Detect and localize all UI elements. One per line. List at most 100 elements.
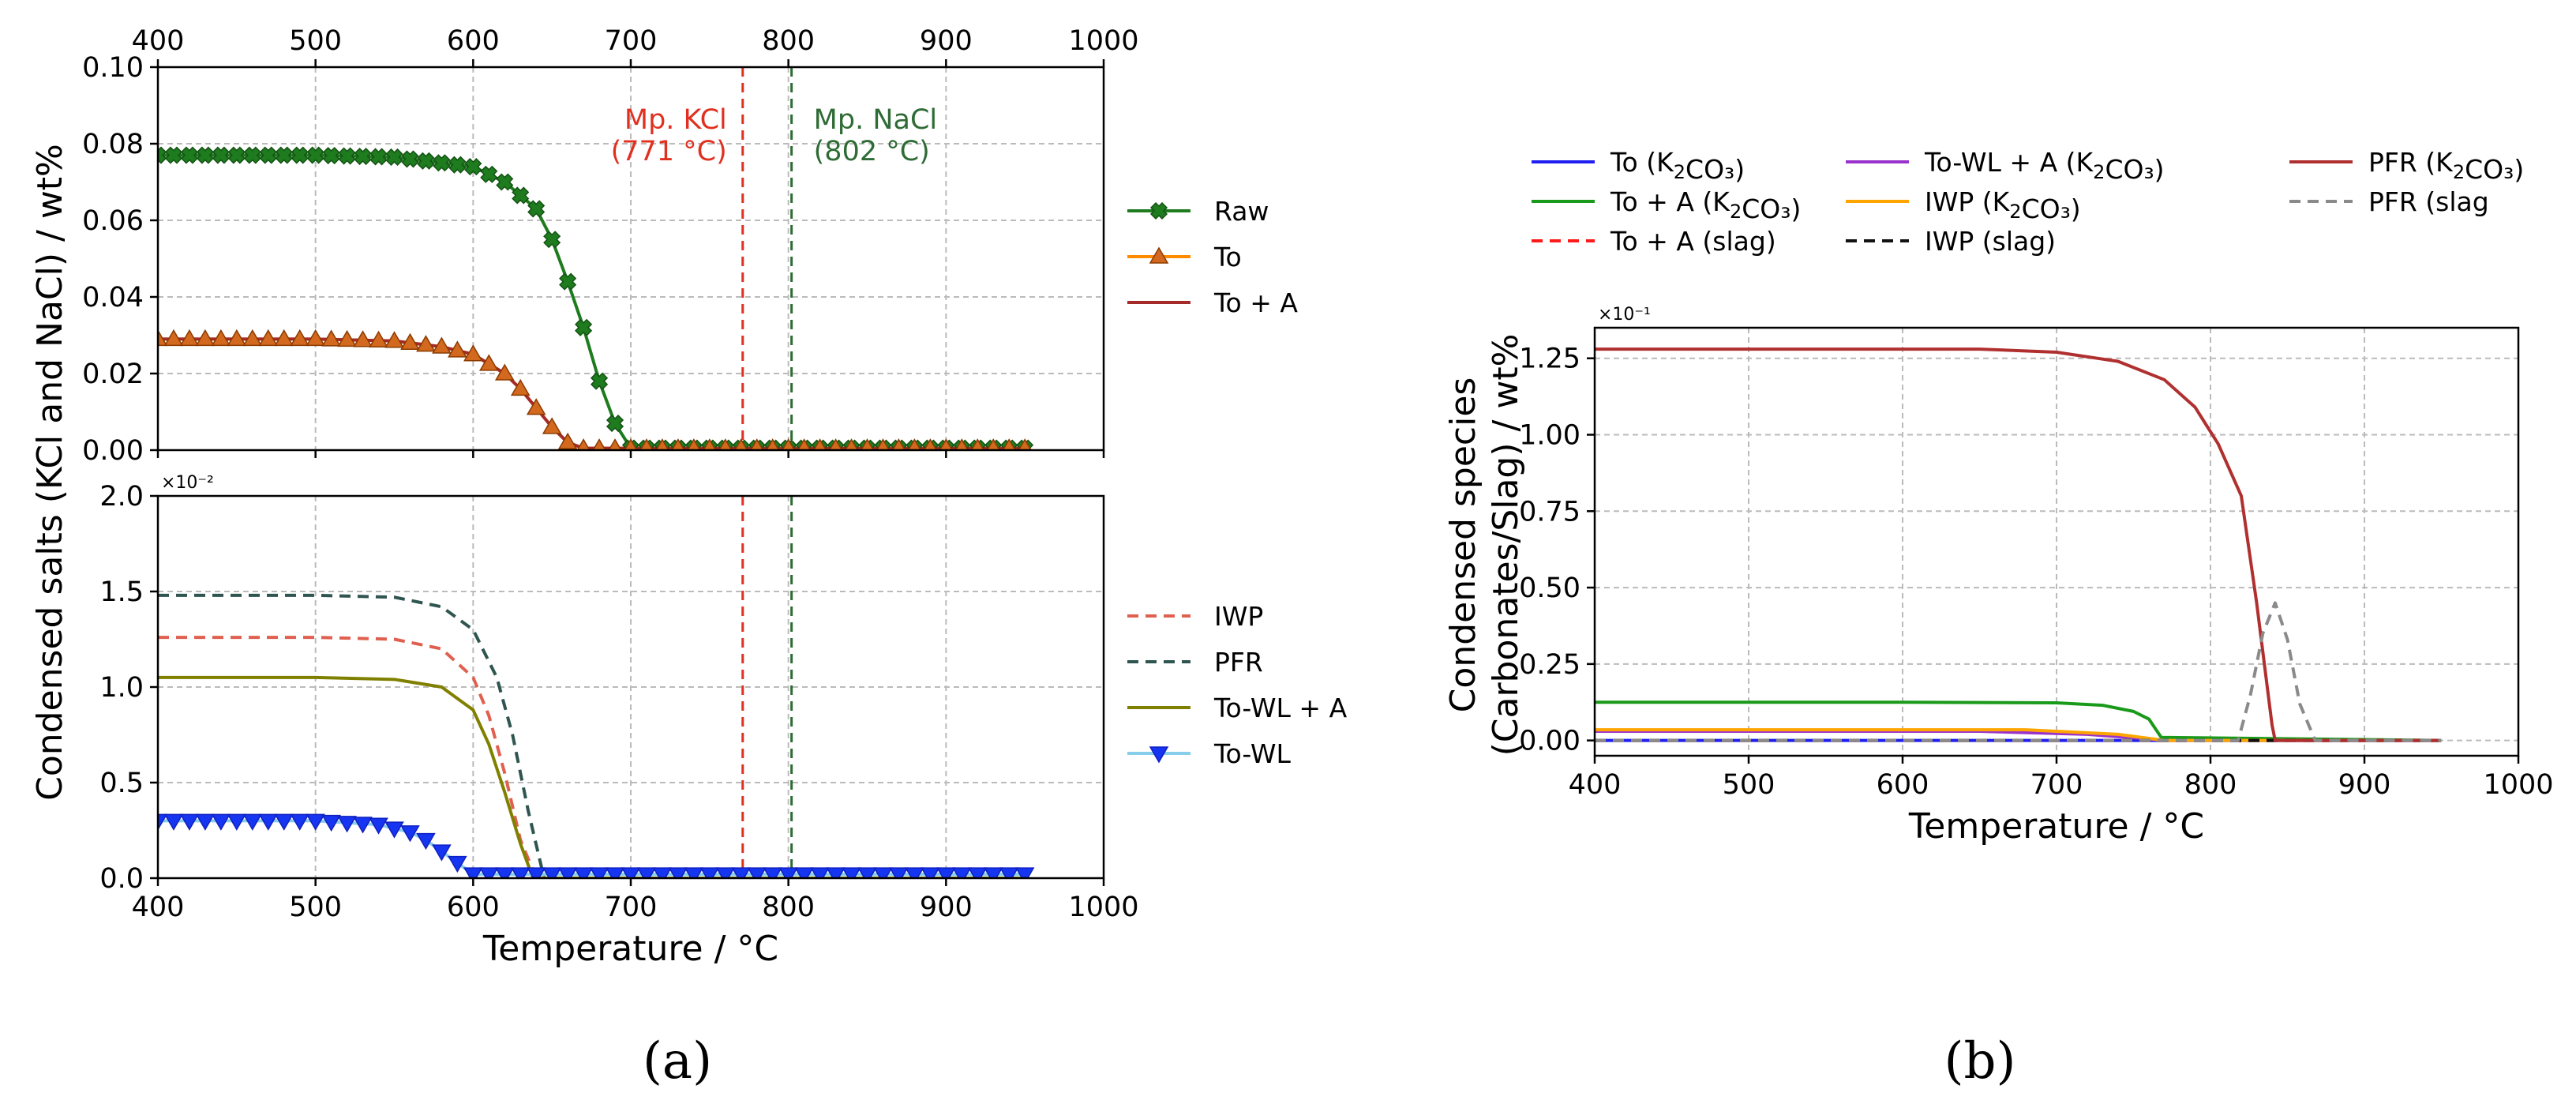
legend-a-top: Raw To To + A [1127,196,1298,318]
marker-x [448,156,467,174]
series-line-to-a-k-co- [1595,700,2442,742]
marker-triangle-up [812,438,827,450]
marker-triangle-up [463,344,483,362]
x-axis-label: Temperature / °C [1908,806,2204,847]
marker-triangle-up [954,438,969,450]
axes-frame [1593,326,2520,757]
marker-triangle-down [258,813,279,831]
marker-triangle-up [891,438,906,450]
marker-triangle-down [448,855,467,873]
marker-triangle-down [1149,746,1169,764]
marker-triangle-up [526,398,546,415]
marker-triangle-up [766,438,780,450]
legend-label: PFR (K2CO₃) [2368,147,2524,185]
reference-sublabel: (802 °C) [814,136,930,167]
y-tick-label: 1.0 [99,672,144,704]
marker-x [354,147,372,166]
x-tick-label: 400 [132,892,185,923]
legend-label: Raw [1214,196,1269,227]
marker-triangle-down [274,813,294,831]
series-line-pfr-k-co- [1595,347,2442,742]
y-tick-label: 2.0 [99,481,144,513]
marker-x [164,146,183,164]
marker-x [401,150,419,168]
marker-triangle-down [211,813,231,831]
series-line-iwp [158,636,1026,878]
marker-triangle-down [510,867,531,878]
marker-x [291,146,309,164]
marker-triangle-down [158,813,168,831]
marker-x [243,146,261,164]
marker-triangle-up [510,378,531,396]
marker-x [417,152,435,170]
marker-x [1149,201,1168,220]
legend-label: To (K2CO₃) [1610,147,1745,185]
marker-triangle-up [258,329,279,347]
y-axis-label-line1: Condensed species [1443,377,1483,713]
marker-triangle-down [573,867,594,878]
marker-triangle-up [939,438,953,450]
marker-triangle-up [592,438,606,450]
marker-triangle-up [478,354,499,371]
marker-triangle-down [857,867,877,878]
marker-triangle-up [400,332,420,350]
x-tick-label: 700 [605,892,658,923]
marker-triangle-up [703,438,717,450]
marker-triangle-up [907,438,922,450]
top-x-tick-label: 1000 [1068,25,1138,57]
marker-triangle-down [163,813,184,831]
marker-triangle-down [242,813,263,831]
marker-triangle-down [873,867,893,878]
top-x-tick-label: 600 [447,25,500,57]
series-markers [158,813,1035,878]
x-tick-label: 600 [1877,769,1929,801]
x-tick-label: 800 [2184,769,2237,801]
marker-x [306,146,324,164]
reference-sublabel: (771 °C) [611,136,727,167]
marker-triangle-up [195,329,216,347]
marker-triangle-up [639,438,654,450]
marker-x [543,231,561,249]
marker-x [338,147,356,165]
marker-x [575,318,593,336]
top-x-tick-label: 400 [132,25,185,57]
marker-triangle-up [1149,246,1169,264]
legend-label: IWP (K2CO₃) [1925,186,2081,224]
y-tick-label: 0.00 [82,435,144,467]
marker-triangle-down [290,813,310,831]
marker-triangle-down [967,867,988,878]
legend-label: To + A (slag) [1610,226,1776,257]
marker-triangle-up [211,329,231,347]
marker-triangle-up [718,438,733,450]
x-tick-label: 1000 [1068,892,1138,923]
marker-triangle-up [542,417,562,434]
x-tick-label: 600 [447,892,500,923]
top-x-tick-label: 700 [605,25,658,57]
marker-x [385,148,403,167]
marker-triangle-up [274,329,294,347]
panel-label-b: (b) [1944,1032,2016,1091]
panel-label-a: (a) [643,1032,712,1091]
marker-x [322,146,340,165]
axes-frame [156,494,1105,880]
marker-x [369,148,388,166]
marker-x [227,146,246,164]
marker-triangle-up [576,438,591,450]
marker-triangle-up [624,438,638,450]
marker-x [212,146,230,164]
marker-triangle-down [889,867,909,878]
marker-triangle-down [921,867,940,878]
y-tick-label: 0.25 [1519,649,1580,681]
marker-triangle-down [369,817,388,835]
y-tick-label: 0.10 [82,52,144,84]
x-tick-label: 400 [1569,769,1622,801]
marker-x [512,186,530,205]
marker-triangle-up [557,432,578,450]
marker-triangle-up [1002,438,1016,450]
marker-triangle-up [337,329,357,347]
marker-triangle-down [321,814,341,832]
x-tick-label: 900 [920,892,973,923]
panel-a-bottom: 400 500 600 700 800 900 1000 0.0 0.5 1.0 1.5 2.0 ×10… [99,473,1347,969]
marker-triangle-down [747,867,767,878]
